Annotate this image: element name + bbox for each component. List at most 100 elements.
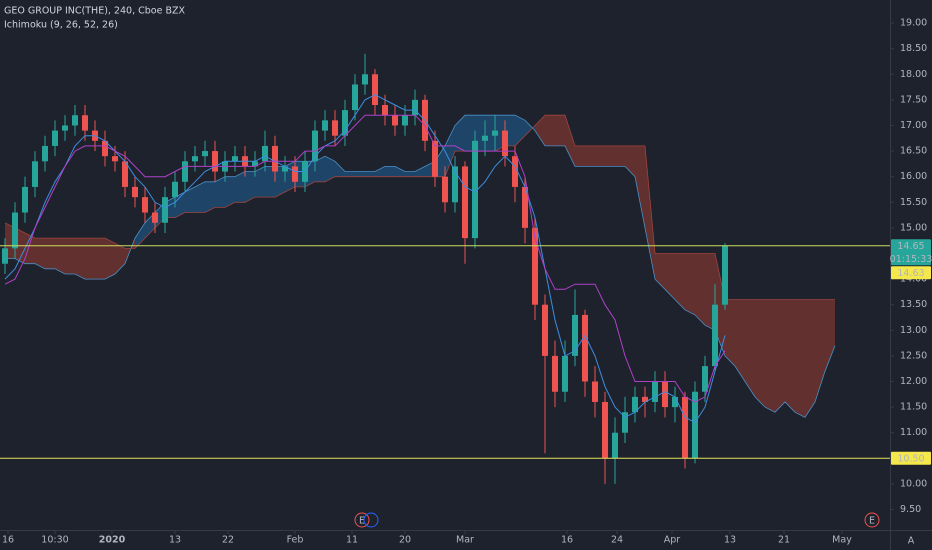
candle-body [182, 161, 188, 182]
candle-body [442, 176, 448, 203]
x-tick-label: Feb [287, 535, 304, 546]
candle-body [642, 396, 648, 402]
candle-body [702, 366, 708, 392]
candle-body [562, 355, 568, 392]
cloud-segment [135, 222, 145, 249]
x-tick-label: 16 [561, 535, 573, 546]
candle-body [532, 227, 538, 305]
candle-body [712, 304, 718, 367]
chart-title: GEO GROUP INC(THE), 240, Cboe BZX [4, 6, 185, 17]
cloud-segment [725, 299, 735, 367]
cloud-segment [375, 166, 385, 177]
kijun-line [4, 114, 726, 403]
cloud-segment [205, 181, 215, 213]
cloud-segment [525, 120, 535, 136]
x-tick-label: 20 [399, 535, 411, 546]
cloud-segment [195, 181, 205, 213]
candle-body [552, 355, 558, 392]
cloud-segment [695, 253, 705, 326]
cloud-segment [655, 253, 665, 290]
cloud-segment [85, 238, 95, 280]
y-tick-label: 9.50 [900, 504, 921, 515]
cloud-segment [545, 115, 555, 146]
candle-body [672, 396, 678, 408]
cloud-segment [105, 238, 115, 280]
candle-body [152, 212, 158, 223]
cloud-segment [585, 145, 595, 167]
y-tick-label: 13.50 [900, 299, 927, 310]
tenkan-line [4, 94, 726, 424]
cloud-segment [275, 166, 285, 198]
cloud-segment [395, 166, 405, 177]
y-tick-label: 16.00 [900, 171, 927, 182]
candle-body [102, 140, 108, 157]
x-tick-label: 13 [724, 535, 736, 546]
candle-body [162, 197, 168, 223]
cloud-segment [565, 115, 575, 167]
cloud-segment [615, 145, 625, 167]
cloud-segment [735, 299, 745, 382]
cloud-segment [575, 145, 585, 167]
candle-body [252, 161, 258, 167]
cloud-segment [315, 156, 325, 182]
x-tick-label: 21 [778, 535, 790, 546]
candle-body [682, 396, 688, 459]
cloud-segment [75, 238, 85, 280]
candle-body [412, 99, 418, 116]
price-tag-label: 14.65 [897, 241, 924, 252]
candle-body [522, 186, 528, 228]
price-tag [891, 239, 931, 266]
auto-scale-button[interactable]: A [908, 536, 915, 547]
cloud-segment [755, 299, 765, 408]
candle-body [192, 156, 198, 162]
price-tag [891, 266, 931, 280]
candle-body [272, 145, 278, 172]
candle-body [312, 130, 318, 162]
candle-body [492, 130, 498, 136]
cloud-segment [605, 145, 615, 167]
candle-body [172, 181, 178, 198]
cloud-segment [245, 171, 255, 203]
cloud-segment [115, 243, 125, 274]
candle-body [612, 432, 618, 459]
y-tick-label: 11.00 [900, 427, 927, 438]
y-tick-label: 10.00 [900, 478, 927, 489]
cloud-segment [485, 115, 495, 152]
candle-body [402, 115, 408, 126]
cloud-segment [745, 299, 755, 397]
candle-body [292, 166, 298, 182]
candle-body [232, 156, 238, 162]
candle-body [322, 120, 328, 131]
candle-body [602, 401, 608, 459]
cloud-segment [255, 166, 265, 198]
candle-body [572, 314, 578, 356]
candle-body [122, 161, 128, 187]
x-tick-label: 10:30 [41, 535, 68, 546]
cloud-segment [455, 115, 465, 152]
candle-body [32, 161, 38, 187]
cloud-segment [595, 145, 605, 167]
cloud-segment [235, 171, 245, 203]
event-label: E [869, 516, 875, 527]
cloud-segment [405, 171, 415, 177]
span-b-line [4, 114, 835, 300]
cloud-segment [765, 299, 775, 413]
candle-body [582, 314, 588, 382]
candle-body [392, 115, 398, 126]
candle-body [202, 151, 208, 157]
cloud-segment [325, 156, 335, 182]
candle-body [482, 135, 488, 141]
y-tick-label: 16.50 [900, 146, 927, 157]
candle-body [382, 104, 388, 116]
candle-body [432, 140, 438, 177]
candle-body [622, 412, 628, 433]
cloud-segment [225, 176, 235, 208]
candle-body [462, 166, 468, 239]
candle-body [542, 304, 548, 356]
cloud-segment [345, 171, 355, 177]
cloud-segment [785, 299, 795, 413]
cloud-segment [795, 299, 805, 418]
x-tick-label: Mar [456, 535, 474, 546]
candle-body [22, 186, 28, 213]
